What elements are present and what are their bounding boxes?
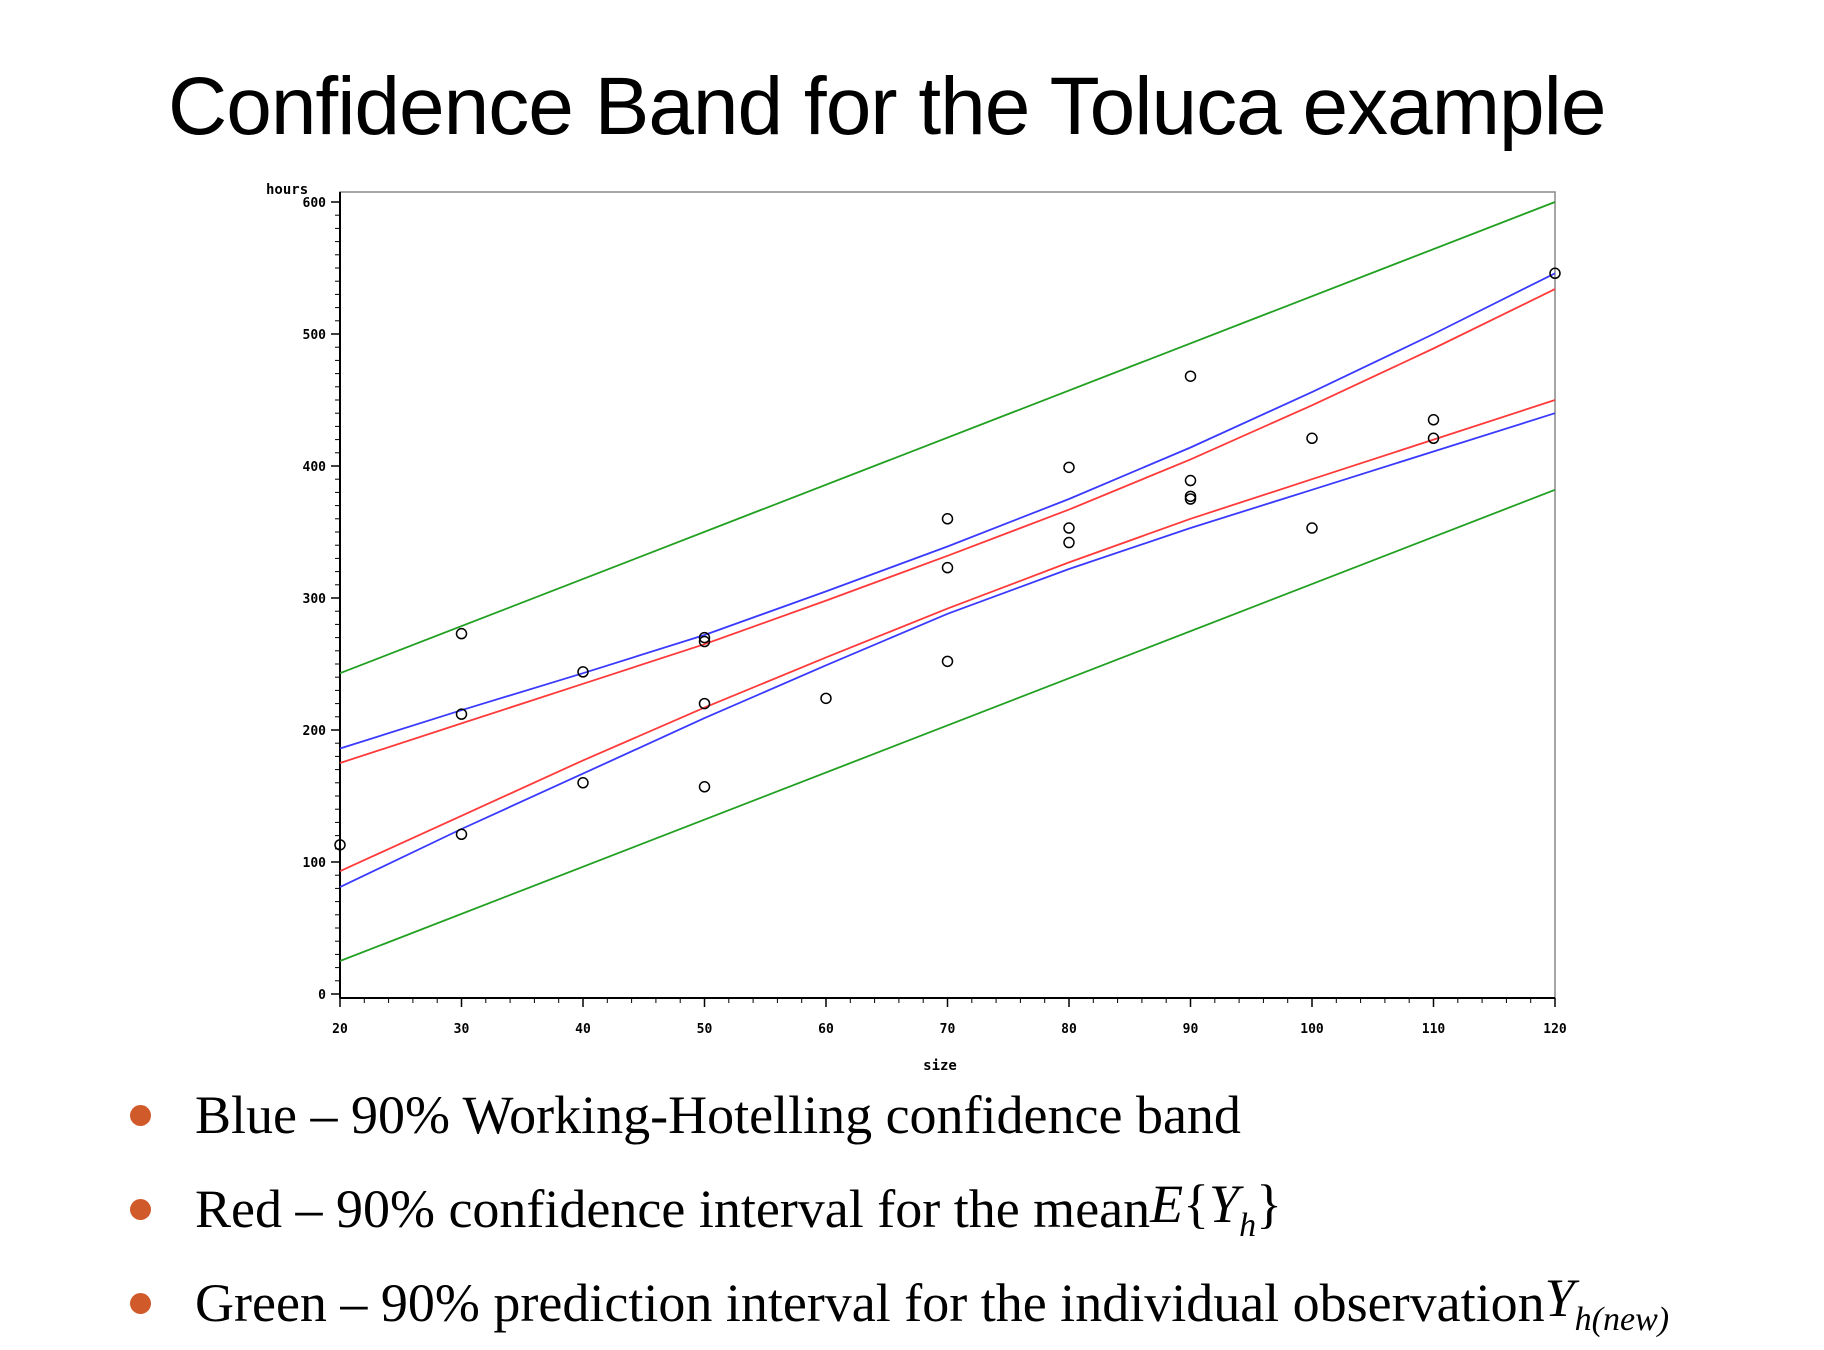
legend-bullets: Blue – 90% Working-Hotelling confidence … — [130, 1068, 1810, 1350]
data-point — [698, 635, 711, 648]
math-new-observation: Yh(new) — [1544, 1268, 1670, 1338]
slide-title: Confidence Band for the Toluca example — [168, 61, 1606, 152]
data-point — [577, 777, 589, 789]
data-point — [455, 828, 468, 841]
data-point — [1306, 522, 1318, 534]
x-tick-label: 20 — [332, 1022, 348, 1037]
data-point — [1184, 493, 1197, 505]
data-point — [455, 627, 468, 640]
data-point — [1427, 432, 1440, 445]
data-point — [941, 513, 954, 525]
y-tick-label: 300 — [303, 592, 327, 607]
data-point — [820, 692, 832, 705]
y-tick-label: 500 — [303, 328, 327, 343]
data-point — [577, 666, 589, 678]
bullet-text: Red – 90% confidence interval for the me… — [195, 1179, 1151, 1239]
x-tick-label: 100 — [1300, 1022, 1324, 1037]
data-point — [698, 631, 711, 644]
y-axis: 0 100 200 300 400 500 600 — [303, 196, 340, 1003]
y-tick-label: 400 — [303, 460, 327, 475]
y-tick-label: 600 — [303, 196, 327, 211]
bullet-dot-icon — [130, 1104, 151, 1126]
bullet-red: Red – 90% confidence interval for the me… — [130, 1162, 1810, 1256]
bullet-dot-icon — [130, 1292, 151, 1314]
working-hotelling-lower-line — [339, 412, 1556, 888]
band-lines — [339, 201, 1556, 962]
data-point — [1063, 536, 1075, 549]
x-axis-title: size — [923, 1058, 957, 1074]
data-point — [1063, 522, 1075, 534]
bullet-green: Green – 90% prediction interval for the … — [130, 1256, 1810, 1350]
x-tick-label: 40 — [575, 1022, 591, 1037]
bullet-text: Blue – 90% Working-Hotelling confidence … — [195, 1085, 1241, 1145]
x-tick-label: 120 — [1543, 1022, 1567, 1037]
prediction-lower-line — [339, 488, 1556, 962]
plot-border — [339, 191, 1556, 999]
y-axis-title: hours — [266, 182, 308, 198]
y-tick-label: 200 — [303, 724, 327, 739]
y-tick-label: 100 — [303, 856, 327, 871]
data-point — [941, 561, 954, 574]
bullet-text: Green – 90% prediction interval for the … — [195, 1273, 1545, 1333]
bullet-blue: Blue – 90% Working-Hotelling confidence … — [130, 1068, 1810, 1162]
scatter-chart: 20 30 40 50 60 70 80 90 100 110 120 0 100 200 300 400 5… — [266, 182, 1567, 1074]
x-tick-label: 110 — [1422, 1022, 1446, 1037]
prediction-upper-line — [339, 201, 1556, 675]
data-points — [334, 267, 1561, 851]
data-point — [1184, 474, 1197, 487]
x-tick-label: 60 — [818, 1022, 834, 1037]
data-point — [1549, 267, 1561, 280]
x-tick-label: 80 — [1061, 1022, 1077, 1037]
mean-ci-lower-line — [339, 399, 1556, 873]
x-tick-label: 50 — [697, 1022, 713, 1037]
working-hotelling-upper-line — [339, 272, 1556, 750]
x-tick-label: 90 — [1183, 1022, 1199, 1037]
y-tick-label: 0 — [318, 988, 326, 1003]
data-point — [455, 708, 468, 720]
x-tick-label: 30 — [454, 1022, 470, 1037]
data-point — [1427, 414, 1440, 426]
data-point — [941, 655, 954, 668]
data-point — [698, 781, 711, 793]
bullet-dot-icon — [130, 1198, 151, 1220]
math-expected-value: E{Yh} — [1150, 1174, 1283, 1244]
data-point — [698, 697, 711, 710]
data-point — [1306, 432, 1318, 445]
x-tick-label: 70 — [940, 1022, 956, 1037]
data-point — [334, 839, 346, 851]
mean-ci-upper-line — [339, 288, 1556, 764]
data-point — [1063, 461, 1075, 474]
x-axis: 20 30 40 50 60 70 80 90 100 110 120 — [332, 998, 1567, 1037]
data-point — [1184, 370, 1197, 382]
plot-frame — [339, 191, 1556, 999]
